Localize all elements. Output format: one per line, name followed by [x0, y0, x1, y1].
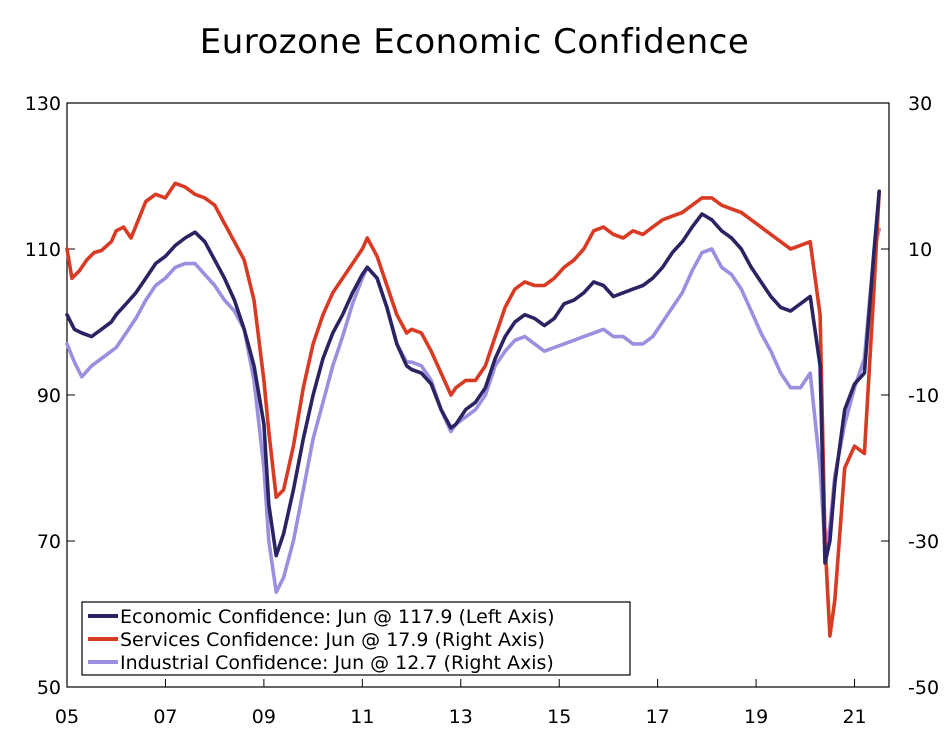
y-left-tick-label: 70 — [37, 531, 61, 553]
x-tick-label: 19 — [744, 706, 768, 728]
y-left-tick-label: 90 — [37, 385, 61, 407]
y-right-tick-label: 10 — [908, 239, 932, 261]
x-tick-label: 05 — [55, 706, 79, 728]
legend-label-industrial: Industrial Confidence: Jun @ 12.7 (Right… — [120, 652, 554, 674]
x-tick-label: 07 — [153, 706, 177, 728]
legend-label-economic: Economic Confidence: Jun @ 117.9 (Left A… — [120, 606, 555, 628]
x-tick-label: 09 — [252, 706, 276, 728]
x-tick-label: 17 — [646, 706, 670, 728]
y-right-tick-label: -30 — [908, 531, 939, 553]
y-left-tick-label: 130 — [25, 93, 61, 115]
y-right-tick-label: -10 — [908, 385, 939, 407]
y-right-tick-label: 30 — [908, 93, 932, 115]
x-tick-label: 13 — [449, 706, 473, 728]
series-line-industrial — [65, 227, 881, 594]
legend-label-services: Services Confidence: Jun @ 17.9 (Right A… — [120, 629, 545, 651]
chart-title: Eurozone Economic Confidence — [199, 22, 750, 62]
legend-box — [81, 601, 631, 676]
x-tick-label: 15 — [547, 706, 571, 728]
y-left-tick-label: 110 — [25, 239, 61, 261]
x-tick-label: 11 — [350, 706, 374, 728]
y-right-tick-label: -50 — [908, 677, 939, 699]
series-line-services — [65, 181, 881, 638]
series-line-economic — [65, 189, 881, 565]
x-tick-label: 21 — [842, 706, 866, 728]
y-left-tick-label: 50 — [37, 677, 61, 699]
